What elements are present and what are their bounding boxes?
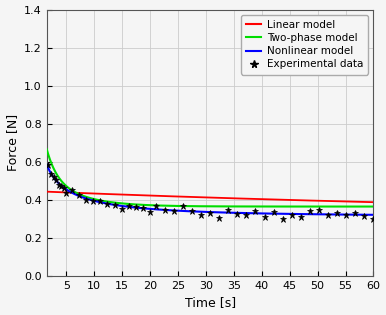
Y-axis label: Force [N]: Force [N] bbox=[5, 114, 19, 171]
X-axis label: Time [s]: Time [s] bbox=[185, 296, 235, 309]
Legend: Linear model, Two-phase model, Nonlinear model, Experimental data: Linear model, Two-phase model, Nonlinear… bbox=[240, 15, 368, 75]
